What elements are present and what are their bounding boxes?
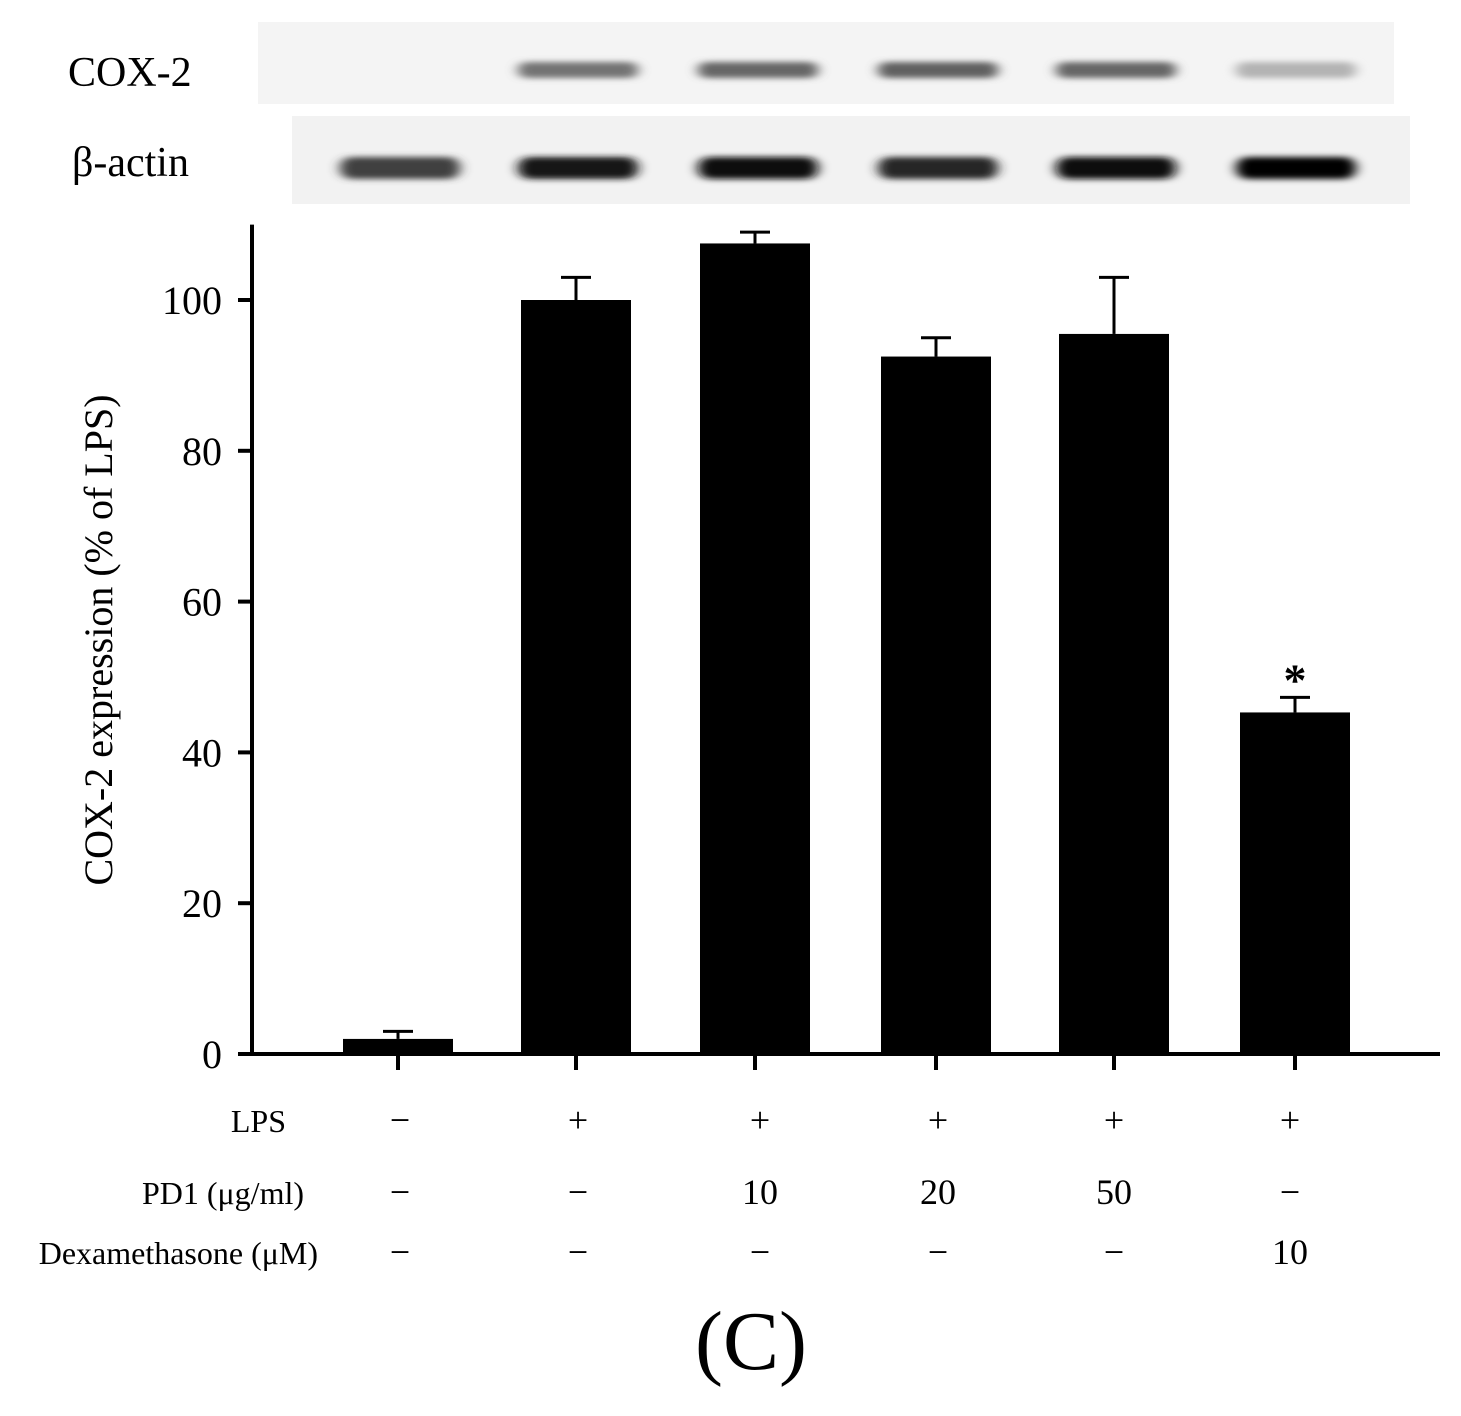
treatment-value: − — [390, 1232, 410, 1272]
bar — [1240, 712, 1350, 1054]
treatment-label: Dexamethasone (μM) — [39, 1235, 318, 1271]
blot-label-beta-actin: β-actin — [72, 140, 189, 186]
treatment-label: LPS — [231, 1103, 286, 1139]
blot-band — [878, 62, 998, 78]
y-tick-label: 100 — [162, 278, 222, 323]
treatment-value: − — [568, 1232, 588, 1272]
treatment-value: + — [928, 1100, 948, 1140]
treatment-value: 20 — [920, 1172, 956, 1212]
blot-band — [518, 157, 638, 179]
blot-band — [1056, 62, 1176, 78]
treatment-value: + — [568, 1100, 588, 1140]
blot-band — [518, 62, 638, 78]
treatment-value: 50 — [1096, 1172, 1132, 1212]
blot-strip-beta-actin — [292, 116, 1410, 204]
western-blot-image — [258, 22, 1410, 204]
y-tick-label: 80 — [182, 429, 222, 474]
y-tick-label: 0 — [202, 1032, 222, 1077]
treatment-value: 10 — [742, 1172, 778, 1212]
treatment-value: − — [390, 1100, 410, 1140]
blot-band — [340, 157, 460, 179]
bar — [881, 356, 991, 1054]
treatment-value: − — [568, 1172, 588, 1212]
bar — [521, 300, 631, 1054]
bar — [1059, 333, 1169, 1054]
blot-label-cox2: COX-2 — [68, 50, 192, 96]
significance-marker: * — [1284, 654, 1307, 705]
blot-band — [878, 157, 998, 179]
blot-strip-cox2 — [258, 22, 1394, 104]
bar — [343, 1038, 453, 1054]
bar — [700, 243, 810, 1054]
y-tick-label: 40 — [182, 730, 222, 775]
blot-band — [698, 62, 818, 78]
treatment-value: 10 — [1272, 1232, 1308, 1272]
panel-label: (C) — [695, 1295, 807, 1388]
treatment-value: + — [1104, 1100, 1124, 1140]
treatment-value: − — [1104, 1232, 1124, 1272]
treatment-label: PD1 (μg/ml) — [142, 1175, 304, 1211]
y-tick-label: 60 — [182, 580, 222, 625]
y-axis-label: COX-2 expression (% of LPS) — [76, 394, 121, 885]
bar-chart: 0 20 40 60 80 100 COX-2 expression (% of LPS) *… — [39, 224, 1440, 1272]
treatment-value: − — [1280, 1172, 1300, 1212]
blot-band — [1236, 157, 1356, 179]
treatment-value: + — [750, 1100, 770, 1140]
blot-band — [1056, 157, 1176, 179]
treatment-value: − — [750, 1232, 770, 1272]
treatment-value: + — [1280, 1100, 1300, 1140]
y-tick-label: 20 — [182, 881, 222, 926]
blot-band — [1236, 62, 1356, 78]
treatment-value: − — [928, 1232, 948, 1272]
blot-band — [698, 157, 818, 179]
treatment-value: − — [390, 1172, 410, 1212]
